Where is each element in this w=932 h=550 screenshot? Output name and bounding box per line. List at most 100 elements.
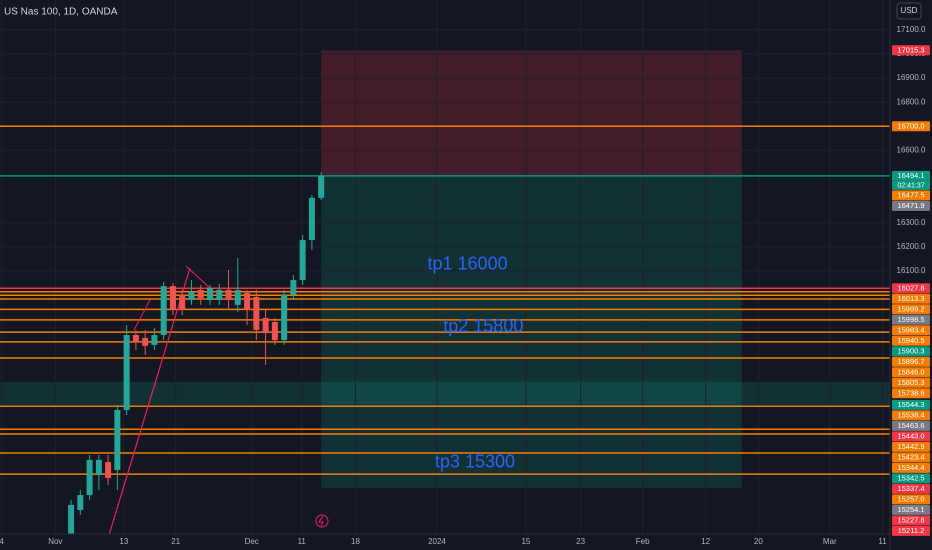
x-tick-label: 20 [754, 537, 763, 546]
price-badge-label: 15442.9 [897, 442, 924, 451]
price-badge [892, 121, 930, 132]
price-badge-label: 15342.5 [897, 473, 924, 482]
candle-body [281, 295, 288, 341]
candles [68, 172, 325, 540]
candle-body [244, 293, 251, 310]
price-badge-label: 16027.8 [897, 283, 924, 292]
candle-body [86, 459, 93, 496]
price-badge-label: 16013.3 [897, 294, 924, 303]
price-badge-label: 15211.2 [898, 526, 925, 535]
price-badge [892, 367, 930, 378]
x-tick-label: 21 [171, 537, 180, 546]
candle-body [234, 289, 241, 305]
currency-button[interactable] [896, 2, 922, 20]
price-badge [892, 325, 930, 336]
price-badge [892, 45, 930, 56]
price-badge [892, 515, 930, 526]
candle-body [105, 462, 112, 478]
x-tick-label: Mar [823, 537, 837, 546]
x-tick-label: 2024 [428, 537, 446, 546]
price-badge [892, 304, 930, 315]
price-badge [892, 190, 930, 201]
price-badge [892, 399, 930, 410]
price-badge-label: 16700.0 [897, 121, 924, 130]
price-badge [892, 504, 930, 515]
price-badge-label: 16471.9 [897, 201, 924, 210]
currency-label: USD [901, 6, 918, 15]
y-tick-label: 16200.0 [897, 242, 926, 251]
trend-line [105, 267, 191, 546]
x-tick-label: 11 [298, 537, 307, 546]
price-badge [892, 200, 930, 211]
price-badge-label: 15538.4 [897, 410, 924, 419]
candle-body [151, 335, 158, 345]
price-badge-label: 16494.1 [897, 171, 924, 180]
candle-body [160, 286, 167, 336]
candle-body [299, 240, 306, 281]
candle-body [142, 337, 149, 346]
price-badge [892, 335, 930, 346]
stop-zone [321, 50, 742, 176]
candle-body [197, 289, 204, 298]
price-badge-label: 15227.8 [897, 515, 924, 524]
price-badge [892, 346, 930, 357]
candle-body [188, 291, 195, 301]
y-tick-label: 16600.0 [897, 146, 926, 155]
annotation: tp3 15300 [435, 452, 515, 472]
countdown-bg [892, 180, 930, 190]
annotation: tp1 16000 [428, 254, 508, 274]
price-badge [892, 483, 930, 494]
price-badge [892, 410, 930, 421]
price-badge-label: 15998.5 [897, 315, 924, 324]
candle-body [132, 335, 139, 343]
price-badge [892, 293, 930, 304]
candle-body [123, 335, 130, 410]
price-badge [892, 452, 930, 463]
x-tick-label: 18 [351, 537, 360, 546]
x-tick-label: 13 [119, 537, 128, 546]
price-badge [892, 525, 930, 536]
y-tick-label: 17100.0 [897, 25, 926, 34]
candle-body [68, 504, 75, 536]
price-badge-label: 15999.2 [897, 304, 924, 313]
price-badge-label: 15940.5 [897, 336, 924, 345]
x-tick-label: 4 [0, 537, 4, 546]
x-tick-label: Nov [48, 537, 62, 546]
price-badge-label: 15983.4 [897, 325, 924, 334]
candle-body [318, 175, 325, 198]
price-badge-label: 15254.1 [897, 505, 924, 514]
candle-body [114, 409, 121, 470]
price-badge [892, 462, 930, 473]
countdown: 02:41:37 [897, 182, 924, 189]
y-tick-label: 16100.0 [897, 266, 926, 275]
price-badge-label: 15344.4 [897, 463, 924, 472]
y-tick-label: 16900.0 [897, 73, 926, 82]
event-icon [318, 515, 324, 527]
price-badge-label: 15805.3 [897, 378, 924, 387]
price-badge-label: 15337.4 [897, 484, 924, 493]
price-badge-label: 15257.0 [897, 494, 924, 503]
y-tick-label: 16800.0 [897, 97, 926, 106]
trend-line [133, 299, 151, 331]
x-tick-label: 15 [521, 537, 530, 546]
price-badge [892, 441, 930, 452]
symbol-title: US Nas 100, 1D, OANDA [4, 7, 118, 18]
time-axis [0, 534, 890, 550]
candle-body [262, 317, 269, 334]
x-tick-label: 12 [701, 537, 710, 546]
x-tick-label: Dec [245, 537, 259, 546]
candle-body [207, 288, 214, 301]
candle-body [271, 321, 278, 341]
price-badge [892, 473, 930, 484]
price-badge-label: 15900.3 [897, 346, 924, 355]
price-badge [892, 388, 930, 399]
annotation: tp2 15800 [443, 316, 523, 336]
candle-body [169, 286, 176, 310]
drawings [105, 265, 329, 546]
candle-body [253, 296, 260, 330]
price-badge [892, 377, 930, 388]
candle-body [179, 295, 186, 310]
trend-line [185, 265, 213, 291]
price-badge-label: 15544.3 [897, 400, 924, 409]
